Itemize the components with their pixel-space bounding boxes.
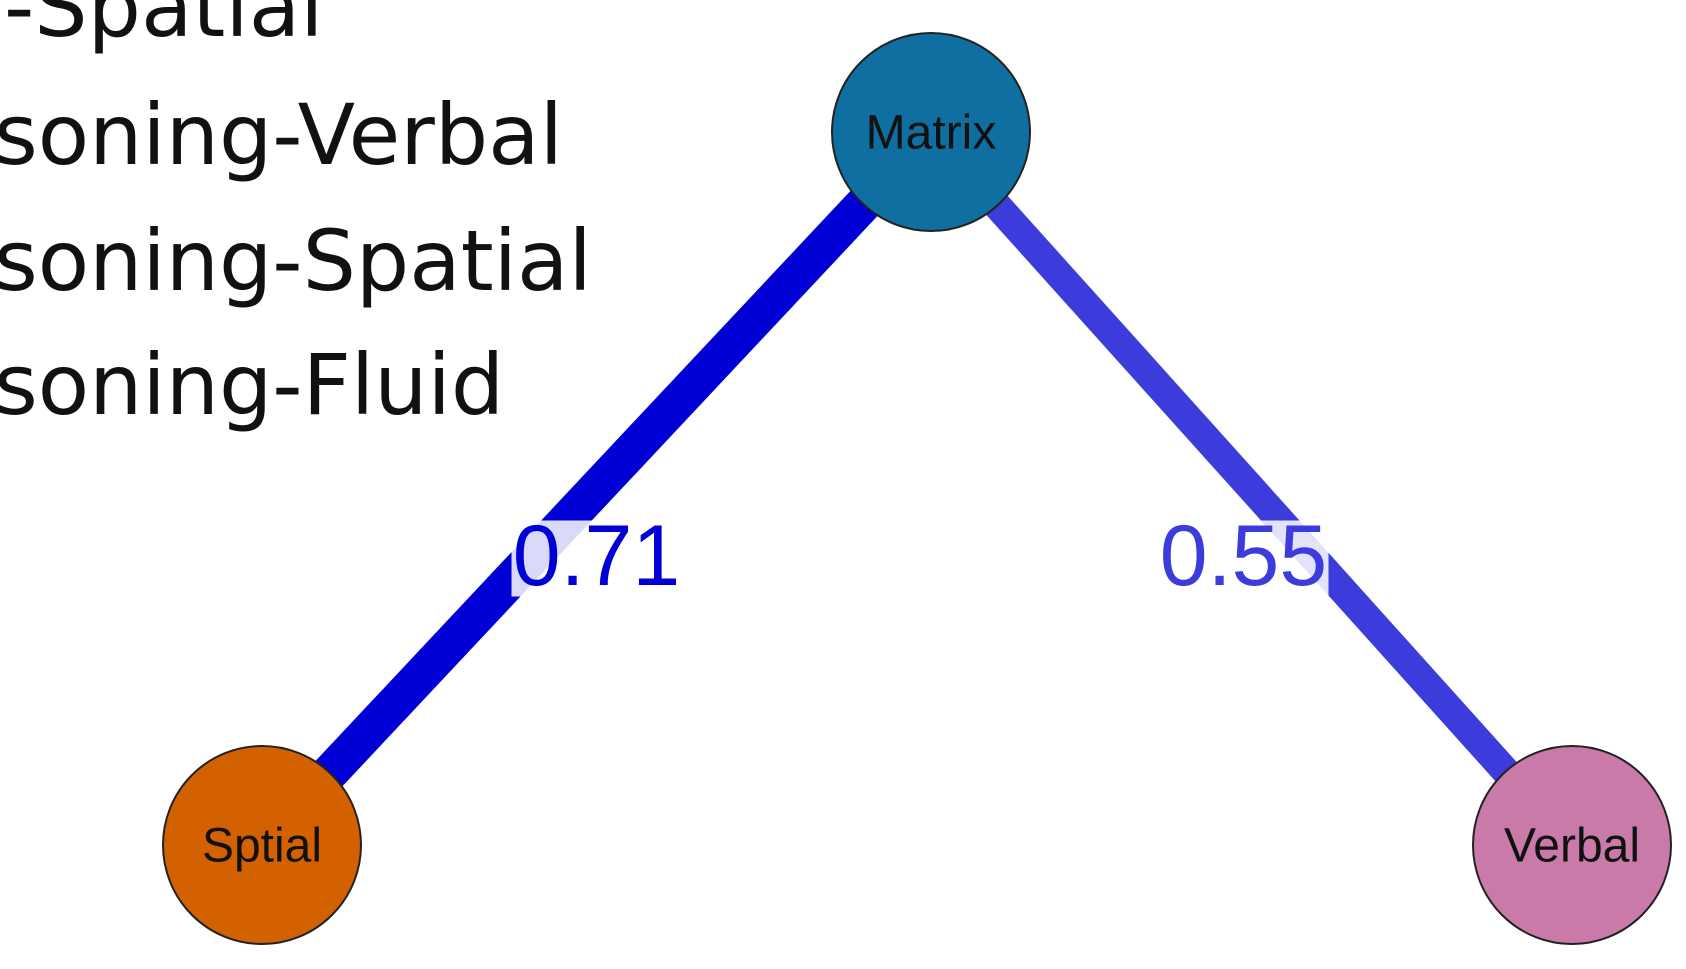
node — [831, 32, 1031, 232]
edge-label: 0.55 — [1160, 508, 1327, 604]
edge — [920, 122, 1583, 855]
edge-label-background — [1158, 520, 1329, 597]
edge — [248, 119, 945, 858]
legend-item: -Spatial — [4, 0, 324, 56]
edge-label-background — [511, 520, 682, 597]
legend-item: soning-Verbal — [0, 86, 563, 184]
legend-item: soning-Fluid — [0, 336, 504, 434]
node-label: Matrix — [866, 107, 997, 160]
node-label: Sptial — [202, 820, 322, 873]
node-label: Verbal — [1504, 820, 1640, 873]
legend-item: soning-Spatial — [0, 212, 592, 310]
node — [1472, 745, 1672, 945]
edge-label: 0.71 — [513, 508, 680, 604]
node — [162, 745, 362, 945]
